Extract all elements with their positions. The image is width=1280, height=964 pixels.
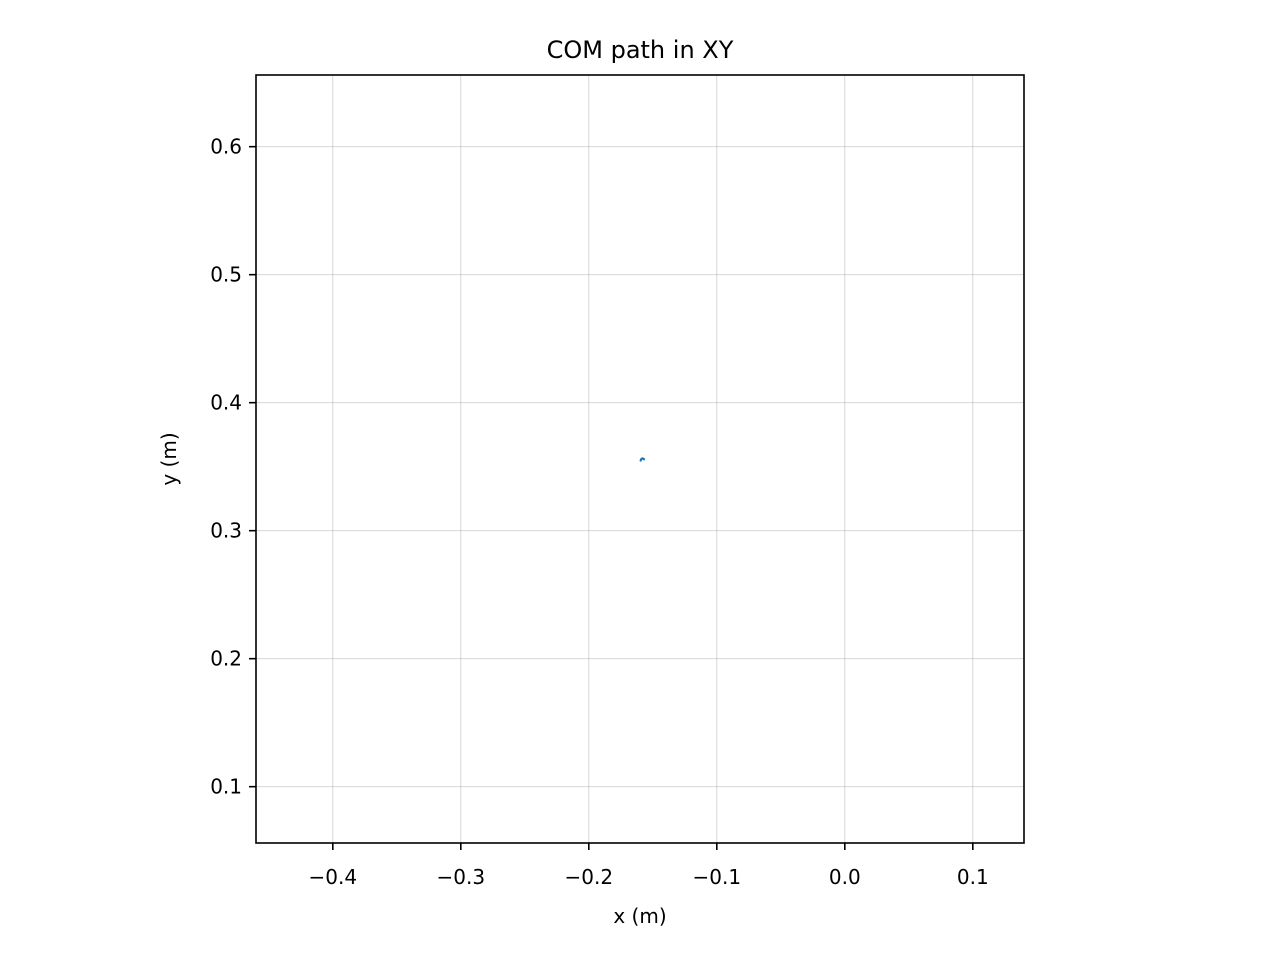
x-axis-ticks: −0.4 −0.3 −0.2 −0.1 0.0 0.1 bbox=[309, 843, 989, 889]
y-tick-label: 0.2 bbox=[210, 647, 242, 671]
y-tick-label: 0.4 bbox=[210, 391, 242, 415]
y-tick-label: 0.6 bbox=[210, 135, 242, 159]
x-tick-label: −0.1 bbox=[693, 865, 742, 889]
y-tick-label: 0.1 bbox=[210, 775, 242, 799]
x-axis-label: x (m) bbox=[613, 904, 666, 928]
y-tick-label: 0.5 bbox=[210, 263, 242, 287]
y-axis-label: y (m) bbox=[157, 432, 181, 485]
y-tick-label: 0.3 bbox=[210, 519, 242, 543]
x-tick-label: 0.1 bbox=[957, 865, 989, 889]
x-tick-label: 0.0 bbox=[829, 865, 861, 889]
com-path-line bbox=[639, 457, 646, 462]
series-layer bbox=[639, 457, 646, 462]
grid-lines bbox=[256, 75, 1024, 843]
x-tick-label: −0.2 bbox=[565, 865, 614, 889]
x-tick-label: −0.4 bbox=[309, 865, 358, 889]
plot-frame bbox=[255, 74, 1025, 844]
x-tick-label: −0.3 bbox=[437, 865, 486, 889]
chart-title: COM path in XY bbox=[547, 36, 734, 64]
y-axis-ticks: 0.1 0.2 0.3 0.4 0.5 0.6 bbox=[210, 135, 256, 799]
